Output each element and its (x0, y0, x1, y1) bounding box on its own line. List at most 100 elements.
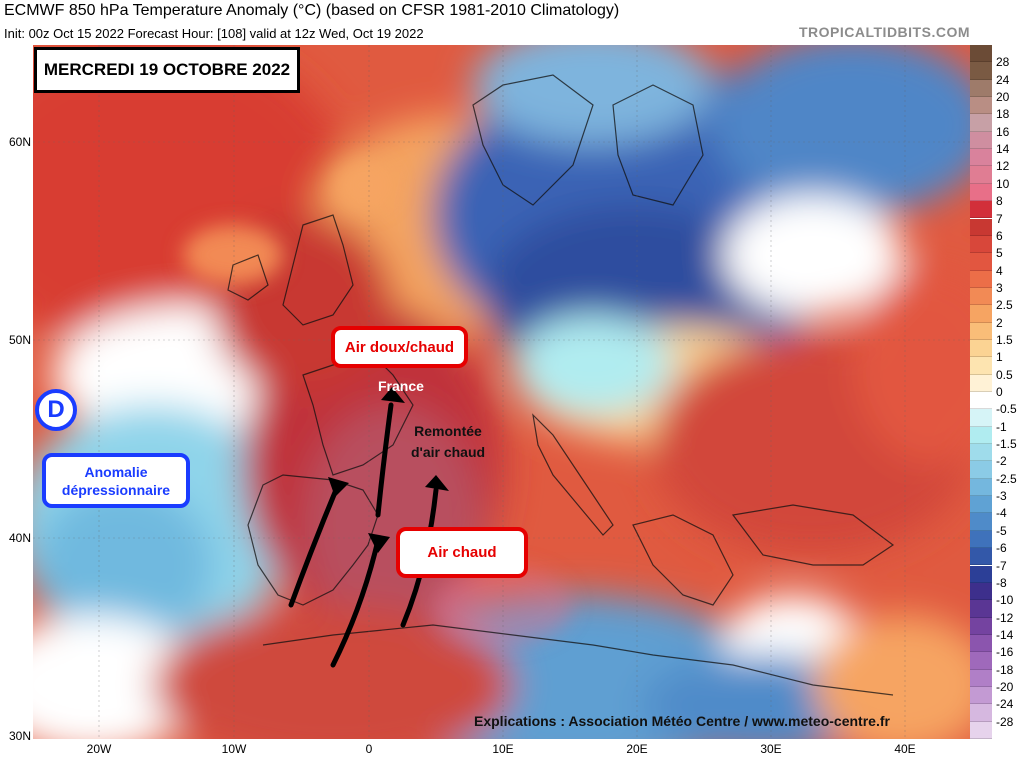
colorbar-tick-label: 1.5 (996, 332, 1013, 347)
anomaly-map (33, 45, 970, 739)
arrow-heads (328, 387, 449, 553)
colorbar-tick-label: -14 (996, 627, 1014, 642)
colorbar-cell (970, 530, 992, 549)
colorbar-tick-label: 10 (996, 176, 1010, 191)
colorbar-cell (970, 79, 992, 98)
label-air-doux-chaud: Air doux/chaud (331, 326, 468, 368)
lon-label-30e: 30E (760, 742, 782, 756)
colorbar-tick-label: -1 (996, 419, 1007, 434)
colorbar-tick-label: 12 (996, 159, 1010, 174)
colorbar-cell-cap (970, 45, 992, 63)
colorbar-cell (970, 409, 992, 427)
colorbar-tick-label: 14 (996, 142, 1010, 157)
chart-subtitle: Init: 00z Oct 15 2022 Forecast Hour: [10… (4, 26, 424, 41)
colorbar-tick-label: 8 (996, 194, 1003, 209)
colorbar-tick-label: -4 (996, 506, 1007, 521)
lat-label-60n: 60N (8, 135, 31, 149)
colorbar-tick-label: 0 (996, 385, 1003, 399)
lon-label-10w: 10W (221, 742, 247, 756)
colorbar-tick-label: -1.5 (996, 437, 1017, 452)
arrow-iberia-west (288, 482, 341, 608)
colorbar-tick-label: 24 (996, 72, 1010, 87)
colorbar-cell (970, 357, 992, 375)
colorbar-tick-label: 1 (996, 350, 1003, 365)
colorbar-cell (970, 669, 992, 687)
colorbar-tick-label: -2.5 (996, 471, 1017, 486)
colorbar-cell (970, 339, 992, 358)
colorbar-tick-label: -20 (996, 679, 1014, 694)
colorbar-cell (970, 149, 992, 167)
map-canvas (33, 45, 970, 739)
colorbar-cell (970, 513, 992, 531)
date-banner: MERCREDI 19 OCTOBRE 2022 (34, 47, 300, 93)
lat-label-30n: 30N (8, 729, 31, 743)
colorbar-tick-label: -7 (996, 558, 1007, 573)
colorbar-cell (970, 305, 992, 323)
colorbar-cell (970, 62, 992, 80)
colorbar-cell (970, 686, 992, 705)
colorbar-cell (970, 235, 992, 254)
colorbar-tick-label: 16 (996, 124, 1010, 139)
colorbar-cell (970, 322, 992, 340)
colorbar-tick-label: 5 (996, 246, 1003, 261)
lat-label-50n: 50N (8, 333, 31, 347)
colorbar-cell (970, 183, 992, 202)
colorbar-cell (970, 444, 992, 462)
colorbar-cell (970, 478, 992, 497)
colorbar-cell (970, 600, 992, 618)
label-remontee-line2: d'air chaud (410, 444, 486, 460)
colorbar-cell (970, 582, 992, 601)
colorbar-tick-label: 2 (996, 315, 1003, 330)
label-air-chaud: Air chaud (396, 527, 528, 578)
colorbar-cell (970, 131, 992, 150)
colorbar-cell (970, 634, 992, 653)
colorbar-cell (970, 253, 992, 271)
lat-label-40n: 40N (8, 531, 31, 545)
colorbar-tick-label: -6 (996, 541, 1007, 556)
colorbar-tick-label: -12 (996, 610, 1014, 625)
colorbar-cell (970, 114, 992, 132)
arrow-france (375, 402, 394, 518)
label-anomalie-line2: dépressionnaire (61, 481, 171, 498)
label-anomalie-depressionnaire: Anomalie dépressionnaire (42, 453, 190, 508)
colorbar-cell (970, 392, 992, 410)
colorbar-cell (970, 287, 992, 306)
colorbar-cell (970, 218, 992, 236)
colorbar-cell (970, 548, 992, 566)
colorbar-tick-label: -2 (996, 454, 1007, 469)
label-remontee: Remontée d'air chaud (402, 421, 494, 463)
colorbar (970, 45, 992, 739)
colorbar-tick-label: -10 (996, 593, 1014, 608)
warm-air-arrows (288, 402, 439, 668)
graticule (33, 45, 970, 739)
colorbar-tick-label: 2.5 (996, 298, 1013, 313)
lon-label-20e: 20E (626, 742, 648, 756)
colorbar-tick-label: 0.5 (996, 367, 1013, 382)
label-france: France (378, 378, 424, 394)
colorbar-tick-label: 7 (996, 211, 1003, 226)
brand-watermark: TROPICALTIDBITS.COM (798, 24, 970, 40)
colorbar-cell (970, 426, 992, 445)
lon-label-20w: 20W (86, 742, 112, 756)
depression-symbol: D (35, 389, 77, 431)
colorbar-tick-label: 18 (996, 107, 1010, 122)
colorbar-cell (970, 461, 992, 479)
credit-line: Explications : Association Météo Centre … (474, 713, 890, 729)
colorbar-cell (970, 617, 992, 635)
colorbar-tick-label: -18 (996, 662, 1014, 677)
colorbar-tick-label: -8 (996, 575, 1007, 590)
colorbar-cell (970, 270, 992, 288)
coastlines (227, 74, 895, 696)
colorbar-tick-label: 20 (996, 90, 1010, 105)
colorbar-tick-label: -16 (996, 645, 1014, 660)
colorbar-cell (970, 496, 992, 514)
label-remontee-line1: Remontée (414, 423, 482, 439)
colorbar-tick-label: 6 (996, 228, 1003, 243)
colorbar-tick-label: 3 (996, 280, 1003, 295)
colorbar-tick-label: -5 (996, 523, 1007, 538)
colorbar-cell (970, 374, 992, 392)
colorbar-cell (970, 201, 992, 219)
colorbar-cell (970, 565, 992, 583)
colorbar-cell (970, 97, 992, 115)
colorbar-tick-label: 28 (996, 55, 1010, 70)
